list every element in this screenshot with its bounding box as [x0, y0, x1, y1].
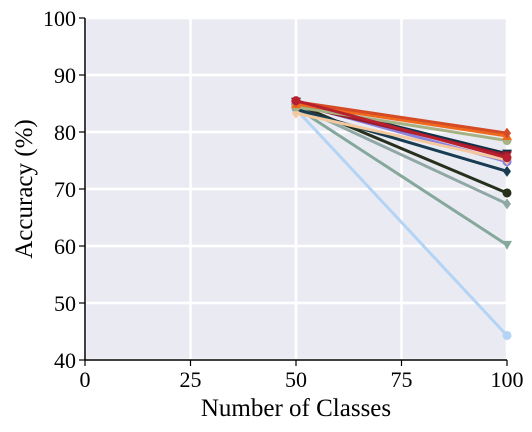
y-tick-label: 40: [54, 348, 76, 373]
series-line: [294, 111, 509, 162]
data-point-marker: [502, 330, 512, 340]
x-tick-label: 50: [285, 367, 307, 392]
series-line: [294, 99, 509, 160]
data-point-marker: [291, 96, 301, 106]
y-tick-label: 80: [54, 120, 76, 145]
series-13: [291, 96, 512, 163]
series-line: [294, 105, 509, 143]
y-tick-label: 100: [43, 6, 76, 31]
y-tick-label: 70: [54, 177, 76, 202]
data-point-marker: [502, 153, 512, 163]
y-tick-label: 50: [54, 291, 76, 316]
grid-lines: [83, 16, 509, 362]
x-axis-label: Number of Classes: [201, 395, 391, 422]
x-tick-label: 100: [491, 367, 524, 392]
data-point-marker: [502, 188, 512, 198]
data-point-marker: [502, 240, 512, 250]
x-tick-label: 25: [180, 367, 202, 392]
series-line: [294, 100, 509, 135]
y-axis-label: Accuracy (%): [11, 119, 38, 259]
x-tick-label: 75: [391, 367, 413, 392]
data-point-marker: [503, 198, 511, 210]
data-point-marker: [503, 127, 511, 139]
series-layer: [291, 96, 512, 340]
y-axis-ticks: 40 50 60 70 80 90 100: [43, 6, 85, 373]
x-tick-label: 0: [80, 367, 91, 392]
series-line: [294, 107, 509, 337]
y-tick-label: 60: [54, 234, 76, 259]
series-line: [294, 105, 509, 247]
x-axis-ticks: 0 25 50 75 100: [80, 360, 524, 392]
y-tick-label: 90: [54, 63, 76, 88]
data-point-marker: [503, 165, 511, 177]
